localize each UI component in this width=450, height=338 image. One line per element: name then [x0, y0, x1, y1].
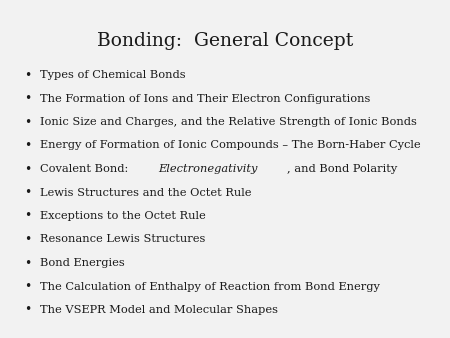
Text: •: • — [24, 186, 32, 199]
Text: •: • — [24, 210, 32, 222]
Text: •: • — [24, 163, 32, 175]
Text: The VSEPR Model and Molecular Shapes: The VSEPR Model and Molecular Shapes — [40, 305, 278, 315]
Text: Resonance Lewis Structures: Resonance Lewis Structures — [40, 235, 205, 244]
Text: The Calculation of Enthalpy of Reaction from Bond Energy: The Calculation of Enthalpy of Reaction … — [40, 282, 380, 291]
Text: Types of Chemical Bonds: Types of Chemical Bonds — [40, 70, 185, 80]
Text: Energy of Formation of Ionic Compounds – The Born-Haber Cycle: Energy of Formation of Ionic Compounds –… — [40, 141, 421, 150]
Text: •: • — [24, 257, 32, 269]
Text: Electronegativity: Electronegativity — [158, 164, 258, 174]
Text: •: • — [24, 116, 32, 128]
Text: Bonding:  General Concept: Bonding: General Concept — [97, 32, 353, 50]
Text: •: • — [24, 139, 32, 152]
Text: Ionic Size and Charges, and the Relative Strength of Ionic Bonds: Ionic Size and Charges, and the Relative… — [40, 117, 417, 127]
Text: Covalent Bond:: Covalent Bond: — [40, 164, 132, 174]
Text: •: • — [24, 233, 32, 246]
Text: •: • — [24, 92, 32, 105]
Text: Lewis Structures and the Octet Rule: Lewis Structures and the Octet Rule — [40, 188, 252, 197]
Text: Exceptions to the Octet Rule: Exceptions to the Octet Rule — [40, 211, 206, 221]
Text: •: • — [24, 69, 32, 81]
Text: The Formation of Ions and Their Electron Configurations: The Formation of Ions and Their Electron… — [40, 94, 370, 103]
Text: •: • — [24, 304, 32, 316]
Text: Bond Energies: Bond Energies — [40, 258, 125, 268]
Text: •: • — [24, 280, 32, 293]
Text: , and Bond Polarity: , and Bond Polarity — [287, 164, 397, 174]
